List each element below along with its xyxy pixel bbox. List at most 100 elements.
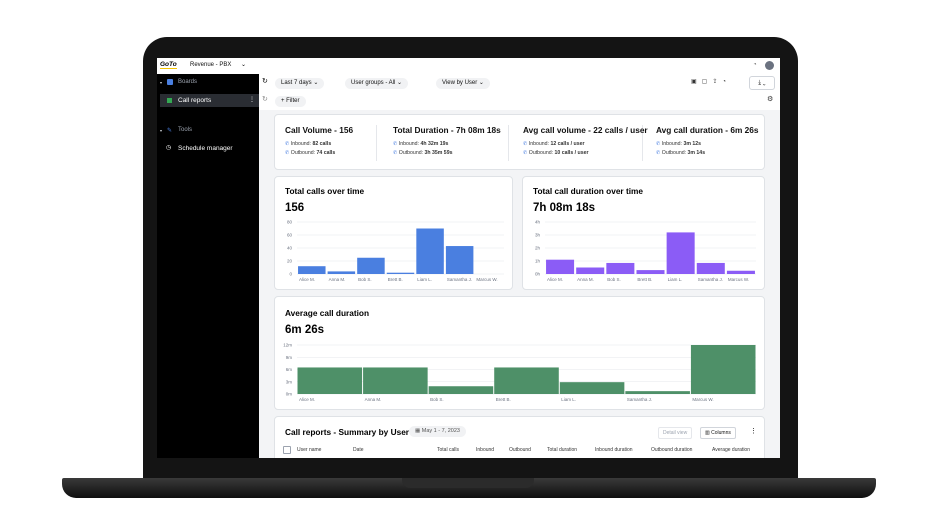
kpi-label: Inbound: — [661, 141, 682, 147]
y-tick-label: 6m — [286, 367, 293, 372]
phone-icon: ✆ — [285, 141, 291, 147]
detail-button[interactable]: Detail view — [658, 427, 693, 439]
caret[interactable]: ⌄ — [241, 62, 247, 68]
x-tick-label: Anna M. — [329, 277, 346, 282]
x-tick-label: Marcus W. — [692, 397, 713, 402]
kpi-label: Outbound: — [290, 150, 316, 156]
kpi-line: ✆ Inbound: 4h 32m 19s — [393, 141, 448, 147]
active-item[interactable] — [160, 94, 259, 107]
column-header[interactable]: Inbound — [476, 447, 495, 453]
x-tick-label: Samantha J. — [698, 277, 723, 282]
x-tick-label: Samantha J. — [627, 397, 652, 402]
table-title: Call reports - Summary by User — [285, 427, 410, 437]
kpi-label: Outbound: — [661, 150, 687, 156]
nav-item[interactable]: Schedule manager — [178, 145, 233, 152]
kpi-label: Inbound: — [528, 141, 549, 147]
checkbox[interactable] — [283, 446, 291, 454]
y-tick-label: 4h — [535, 220, 541, 225]
label: View by User — [442, 80, 478, 86]
kebab[interactable]: ⋮ — [750, 428, 757, 435]
kpi-value: 3m 12s — [683, 141, 702, 147]
logo[interactable]: GoTo — [160, 61, 177, 69]
bar — [666, 232, 695, 274]
bar — [357, 257, 385, 274]
x-tick-label: Alice M. — [547, 277, 563, 282]
kpi-value: 3m 14s — [687, 150, 706, 156]
bar — [494, 367, 559, 394]
kpi-value: 3h 35m 59s — [424, 150, 453, 156]
label: Last 7 days — [281, 80, 312, 86]
kebab[interactable]: ⋮ — [249, 97, 255, 103]
y-tick-label: 0 — [289, 272, 292, 277]
x-tick-label: Brett B. — [637, 277, 652, 282]
bar — [445, 246, 474, 274]
x-tick-label: Brett B. — [388, 277, 403, 282]
top-bar: GoTo Revenue - PBX ⌄ ◔ — [157, 58, 780, 75]
workspace[interactable]: Revenue - PBX — [190, 62, 232, 68]
x-tick-label: Anna M. — [365, 397, 382, 402]
column-header[interactable]: Date — [353, 447, 364, 453]
x-tick-label: Alice M. — [299, 277, 315, 282]
x-tick-label: Bob S. — [358, 277, 372, 282]
y-tick-label: 2h — [535, 246, 541, 251]
chevron[interactable]: ▾ — [160, 128, 163, 133]
x-tick-label: Liam L. — [417, 277, 432, 282]
date-range[interactable]: Last 7 days ⌄ — [275, 78, 325, 89]
settings[interactable]: ⚙ — [767, 96, 774, 103]
y-tick-label: 3h — [535, 233, 541, 238]
y-tick-label: 60 — [287, 233, 293, 238]
bar — [690, 345, 756, 394]
chevron[interactable]: ▾ — [160, 80, 163, 85]
avatar[interactable] — [765, 61, 774, 70]
actions[interactable]: ▣▢⇪◔ — [691, 79, 731, 85]
item-icon — [167, 98, 172, 103]
bell[interactable]: ◔ — [753, 62, 757, 68]
phone-icon: ✆ — [656, 141, 662, 147]
y-tick-label: 9m — [286, 355, 293, 360]
kpi-label: Inbound: — [290, 141, 311, 147]
divider — [376, 125, 377, 161]
column-header[interactable]: Outbound duration — [651, 447, 693, 453]
column-header[interactable]: Total duration — [547, 447, 578, 453]
phone-icon: ✆ — [656, 150, 662, 156]
phone-icon: ✆ — [523, 150, 529, 156]
kpi-value: 4h 32m 19s — [420, 141, 449, 147]
nav-item[interactable]: Call reports — [178, 97, 212, 104]
kpi-value: 82 calls — [312, 141, 332, 147]
divider — [642, 125, 643, 161]
column-header[interactable]: Average duration — [712, 447, 750, 453]
bar — [298, 266, 326, 274]
download[interactable]: ⤓ ⌄ — [749, 76, 775, 90]
section[interactable]: Tools — [178, 127, 193, 133]
laptop-base — [62, 478, 876, 498]
reset[interactable]: ↻ — [262, 96, 268, 103]
bar — [576, 267, 605, 274]
group-filter[interactable]: User groups - All ⌄ — [345, 78, 409, 89]
chart-value: 156 — [285, 202, 304, 214]
x-tick-label: Marcus W. — [476, 277, 497, 282]
refresh[interactable]: ↻ — [262, 78, 268, 85]
chart-value: 6m 26s — [285, 324, 324, 336]
columns-button[interactable]: ▥ Columns — [700, 427, 736, 439]
kpi-line: ✆ Outbound: 3h 35m 59s — [393, 150, 452, 156]
section[interactable]: Boards — [178, 79, 198, 85]
date-pill[interactable]: ▦ May 1 - 7, 2023 — [409, 426, 466, 437]
divider — [508, 125, 509, 161]
column-header[interactable]: Inbound duration — [595, 447, 633, 453]
view-select[interactable]: View by User ⌄ — [436, 78, 490, 89]
kpi-line: ✆ Inbound: 12 calls / user — [523, 141, 584, 147]
kpi-title: Avg call volume - 22 calls / user — [523, 125, 648, 135]
column-header[interactable]: Total calls — [437, 447, 459, 453]
kpi-line: ✆ Inbound: 3m 12s — [656, 141, 701, 147]
column-header[interactable]: Outbound — [509, 447, 531, 453]
kpi-line: ✆ Outbound: 3m 14s — [656, 150, 705, 156]
x-tick-label: Bob S. — [607, 277, 621, 282]
kpi-line: ✆ Outbound: 74 calls — [285, 150, 335, 156]
chart-card: Total call duration over time 7h 08m 18s… — [522, 176, 765, 290]
label: Filter — [286, 98, 300, 104]
column-header[interactable]: User name — [297, 447, 322, 453]
filter-button[interactable]: + Filter — [275, 96, 306, 107]
bar — [363, 367, 428, 394]
kpi-value: 12 calls / user — [550, 141, 585, 147]
